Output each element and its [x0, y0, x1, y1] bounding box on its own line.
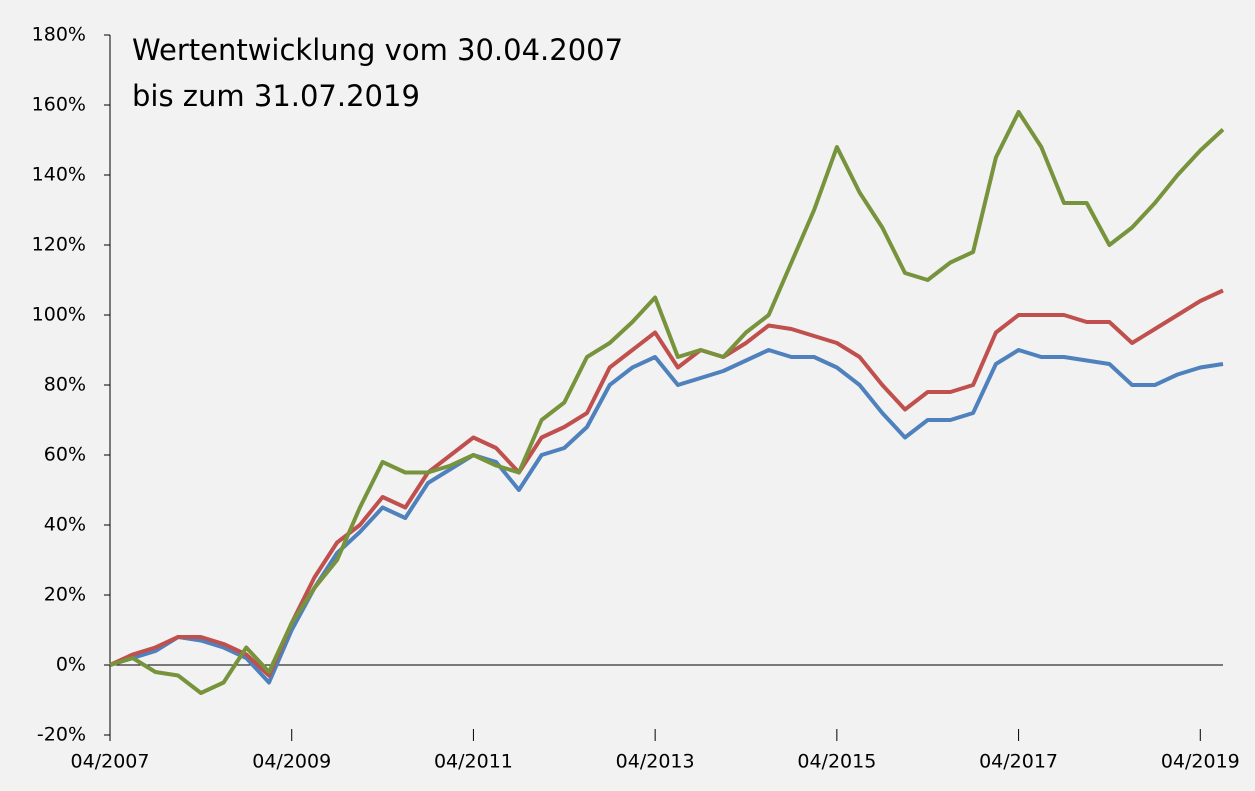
y-tick-label: 180% — [32, 24, 86, 46]
x-tick-label: 04/2007 — [71, 751, 150, 773]
y-tick-label: 40% — [44, 514, 86, 536]
y-tick-label: 160% — [32, 94, 86, 116]
x-tick-label: 04/2013 — [616, 751, 695, 773]
series-line — [109, 110, 1225, 695]
x-tick-label: 04/2017 — [979, 751, 1058, 773]
chart-title: bis zum 31.07.2019 — [132, 79, 420, 113]
y-tick-label: 20% — [44, 584, 86, 606]
y-tick-label: 140% — [32, 164, 86, 186]
y-tick-label: 80% — [44, 374, 86, 396]
x-tick-label: 04/2009 — [252, 751, 331, 773]
y-tick-label: 60% — [44, 444, 86, 466]
x-tick-label: 04/2011 — [434, 751, 513, 773]
series-line — [109, 348, 1224, 685]
chart-title: Wertentwicklung vom 30.04.2007 — [132, 33, 623, 67]
x-tick-label: 04/2015 — [797, 751, 876, 773]
x-tick-label: 04/2019 — [1161, 751, 1240, 773]
y-tick-label: 0% — [56, 654, 86, 676]
y-tick-label: -20% — [37, 724, 86, 746]
y-tick-label: 120% — [32, 234, 86, 256]
y-tick-label: 100% — [32, 304, 86, 326]
